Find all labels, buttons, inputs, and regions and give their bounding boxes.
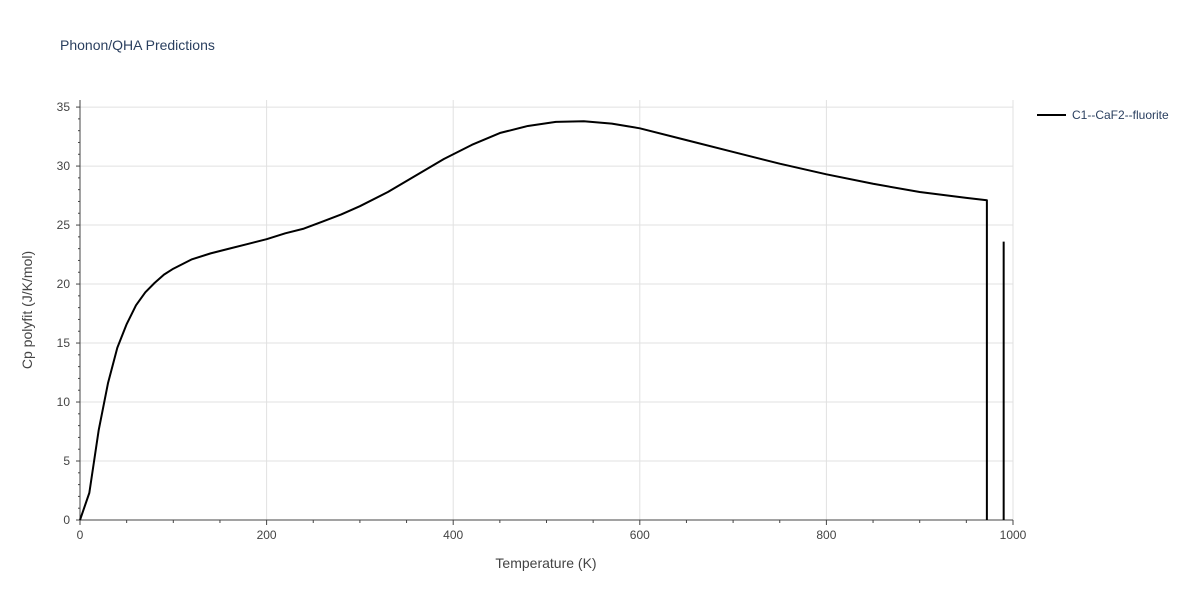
y-tick-label: 35	[57, 100, 71, 114]
axis-ticks: 0 200 400 600 800 1000 0 5 10 15 20 25 30 35	[57, 100, 1027, 542]
y-tick-label: 30	[57, 159, 71, 173]
y-tick-label: 10	[57, 395, 71, 409]
grid	[80, 100, 1014, 520]
series-layer	[79, 120, 1005, 521]
y-axis-title: Cp polyfit (J/K/mol)	[19, 251, 35, 369]
x-axis-title: Temperature (K)	[495, 555, 596, 571]
axes	[76, 100, 1014, 525]
series-line	[79, 120, 988, 521]
y-tick-label: 20	[57, 277, 71, 291]
y-tick-label: 5	[63, 454, 70, 468]
y-tick-label: 15	[57, 336, 71, 350]
x-tick-label: 0	[77, 528, 84, 542]
y-tick-label: 0	[63, 513, 70, 527]
y-tick-label: 25	[57, 218, 71, 232]
x-tick-label: 600	[630, 528, 650, 542]
legend[interactable]: C1--CaF2--fluorite	[1037, 108, 1169, 122]
x-tick-label: 800	[816, 528, 836, 542]
legend-label: C1--CaF2--fluorite	[1072, 108, 1169, 122]
chart-title: Phonon/QHA Predictions	[60, 37, 215, 53]
x-tick-label: 400	[443, 528, 463, 542]
x-tick-label: 200	[257, 528, 277, 542]
x-tick-label: 1000	[1000, 528, 1027, 542]
